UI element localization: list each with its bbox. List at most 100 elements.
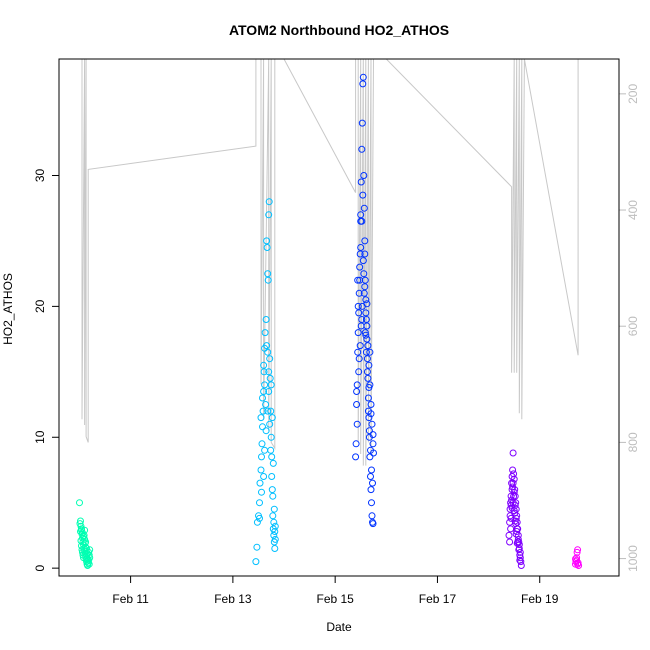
data-point (268, 486, 276, 494)
data-point (369, 440, 377, 448)
data-point (357, 244, 365, 251)
data-point (262, 401, 270, 408)
data-point (355, 368, 363, 376)
y-tick-label: 30 (33, 168, 47, 182)
data-point (84, 550, 92, 558)
data-point (271, 535, 279, 543)
data-point (367, 473, 374, 480)
data-point (509, 483, 517, 491)
data-point (367, 410, 375, 418)
data-point (361, 283, 369, 291)
data-point (359, 257, 367, 265)
data-point (260, 388, 268, 395)
data-point (269, 512, 277, 520)
x-tick-label: Feb 17 (419, 592, 457, 606)
data-point (253, 543, 261, 551)
data-point (269, 459, 277, 467)
data-point (369, 431, 377, 439)
data-point (353, 381, 361, 389)
data-point (258, 488, 265, 496)
data-point (269, 492, 277, 500)
data-point (361, 250, 369, 258)
data-point (352, 440, 360, 448)
data-point (265, 198, 273, 206)
data-point (369, 479, 376, 487)
data-point (77, 517, 84, 525)
pressure-line (81, 59, 579, 466)
data-point (270, 531, 278, 539)
chart-title: ATOM2 Northbound HO2_ATHOS (229, 22, 449, 38)
data-point (506, 538, 514, 546)
data-point (354, 276, 362, 284)
data-point (267, 407, 275, 415)
series-3 (352, 73, 377, 528)
data-point (359, 80, 367, 88)
data-point (361, 237, 369, 245)
data-point (261, 381, 269, 389)
data-points (76, 73, 583, 569)
data-point (85, 556, 93, 564)
data-point (268, 414, 276, 422)
data-point (359, 191, 367, 199)
data-point (505, 531, 513, 539)
series-2 (252, 198, 279, 566)
data-point (257, 414, 265, 422)
data-point (258, 440, 266, 448)
data-point (358, 217, 366, 225)
data-point (358, 145, 366, 153)
data-point (510, 475, 518, 483)
data-point (510, 470, 518, 478)
secondary-y-tick-label: 600 (626, 316, 640, 336)
data-point (271, 528, 279, 535)
data-point (516, 556, 524, 564)
data-point (352, 453, 360, 461)
data-point (506, 518, 514, 526)
data-point (369, 520, 377, 528)
data-point (264, 270, 272, 278)
data-point (353, 388, 361, 395)
data-point (354, 302, 362, 310)
data-point (366, 453, 374, 461)
data-point (271, 545, 279, 552)
data-point (356, 342, 364, 350)
data-point (363, 300, 371, 308)
series-4 (505, 449, 525, 569)
data-point (517, 558, 525, 566)
data-point (362, 331, 370, 339)
data-point (258, 453, 265, 461)
x-tick-label: Feb 13 (214, 592, 252, 606)
data-point (361, 276, 369, 284)
data-point (507, 525, 515, 533)
data-point (264, 276, 272, 284)
data-point (363, 335, 371, 343)
data-point (354, 329, 362, 337)
data-point (510, 507, 518, 515)
series-1 (76, 499, 94, 569)
data-point (261, 446, 269, 454)
data-point (259, 394, 266, 402)
data-point (513, 539, 521, 547)
data-point (573, 556, 581, 564)
data-point (265, 368, 273, 376)
secondary-y-tick-label: 400 (626, 200, 640, 220)
data-point (252, 558, 260, 566)
data-point (262, 427, 270, 435)
data-point (266, 420, 274, 428)
data-point (76, 499, 83, 507)
data-point (271, 522, 279, 530)
data-point (265, 388, 273, 395)
data-point (367, 401, 375, 408)
data-point (355, 289, 363, 297)
data-point (357, 178, 365, 186)
data-point (365, 361, 373, 369)
data-point (263, 342, 271, 350)
data-point (364, 374, 372, 382)
data-point (358, 119, 366, 127)
data-point (364, 342, 372, 350)
data-point (363, 368, 371, 376)
data-point (267, 381, 275, 389)
data-point (516, 551, 524, 559)
secondary-y-tick-label: 800 (626, 432, 640, 452)
data-point (358, 316, 366, 323)
